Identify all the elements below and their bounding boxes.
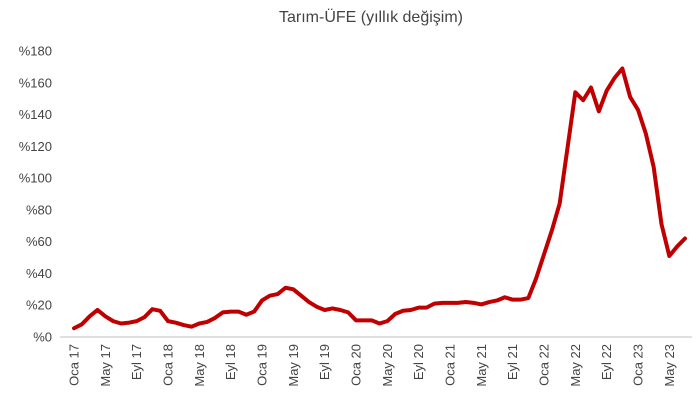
x-tick-label: May 20 <box>380 344 395 387</box>
x-tick-label: Eyl 17 <box>129 344 144 380</box>
x-tick-label: May 19 <box>286 344 301 387</box>
x-tick-label: Oca 18 <box>161 344 176 386</box>
y-tick-label: %160 <box>19 75 52 90</box>
y-tick-label: %40 <box>26 266 52 281</box>
y-tick-label: %180 <box>19 44 52 59</box>
chart-title: Tarım-ÜFE (yıllık değişim) <box>279 8 463 26</box>
x-tick-label: Oca 23 <box>631 344 646 386</box>
x-tick-label: May 17 <box>98 344 113 387</box>
x-tick-label: Oca 21 <box>443 344 458 386</box>
x-tick-label: Oca 22 <box>537 344 552 386</box>
y-tick-label: %80 <box>26 202 52 217</box>
x-tick-label: Eyl 20 <box>411 344 426 380</box>
x-tick-label: Eyl 21 <box>505 344 520 380</box>
x-tick-label: Eyl 18 <box>223 344 238 380</box>
x-tick-label: May 23 <box>662 344 677 387</box>
y-tick-label: %0 <box>33 330 52 345</box>
x-tick-label: Eyl 19 <box>317 344 332 380</box>
x-tick-label: May 22 <box>568 344 583 387</box>
y-tick-label: %20 <box>26 298 52 313</box>
y-tick-label: %120 <box>19 139 52 154</box>
y-tick-label: %100 <box>19 171 52 186</box>
x-tick-label: May 21 <box>474 344 489 387</box>
y-tick-label: %140 <box>19 107 52 122</box>
x-tick-label: Oca 17 <box>67 344 82 386</box>
x-tick-label: Oca 20 <box>349 344 364 386</box>
x-tick-label: May 18 <box>192 344 207 387</box>
x-tick-label: Eyl 22 <box>599 344 614 380</box>
x-tick-label: Oca 19 <box>255 344 270 386</box>
y-tick-label: %60 <box>26 234 52 249</box>
data-line <box>72 66 687 331</box>
